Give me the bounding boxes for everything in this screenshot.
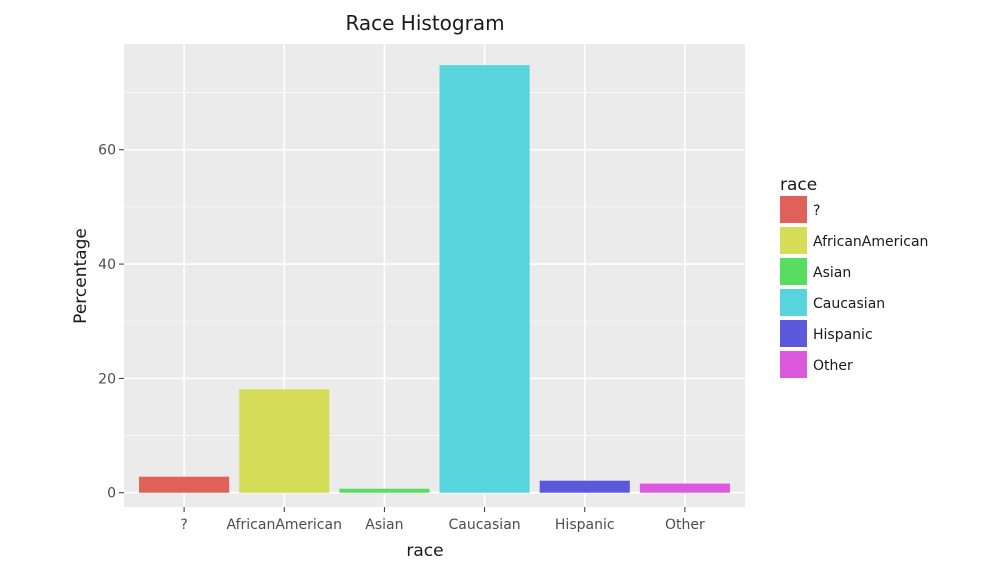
x-tick-label: Other [665,517,705,533]
legend: race ? AfricanAmerican Asian Caucasian Hispa… [780,175,928,378]
minor-gridlines [124,92,745,436]
x-tick-label: ? [180,517,187,533]
x-tick-label: Asian [365,517,403,533]
legend-key [780,196,807,223]
chart-title: Race Histogram [345,11,504,35]
bar-6 [639,483,730,493]
plot-panel [124,44,745,507]
legend-label: Hispanic [813,327,873,343]
legend-key [780,289,807,316]
y-tick-label: 0 [107,486,116,502]
x-axis-title: race [406,541,443,561]
legend-key [780,258,807,285]
y-axis-title: Percentage [71,228,91,324]
y-tick-label: 60 [98,143,116,159]
x-tick-label: Hispanic [555,517,615,533]
x-tick-label: AfricanAmerican [227,517,342,533]
legend-label: AfricanAmerican [813,234,928,250]
x-axis-ticks: ? AfricanAmerican Asian Caucasian Hispanic Ot… [180,507,705,533]
legend-title: race [780,175,817,195]
bar-2 [239,389,330,493]
bar-1 [139,476,230,493]
legend-label: Other [813,358,853,374]
legend-key [780,351,807,378]
bar-3 [339,488,430,493]
legend-label: ? [813,203,820,219]
bars [139,65,730,493]
bar-5 [539,480,630,493]
x-tick-label: Caucasian [449,517,521,533]
y-tick-label: 20 [98,371,116,387]
y-axis-ticks: 0 20 40 60 [98,143,124,502]
legend-label: Asian [813,265,851,281]
y-tick-label: 40 [98,257,116,273]
legend-key [780,320,807,347]
bar-4 [439,65,530,493]
legend-key [780,227,807,254]
legend-label: Caucasian [813,296,885,312]
